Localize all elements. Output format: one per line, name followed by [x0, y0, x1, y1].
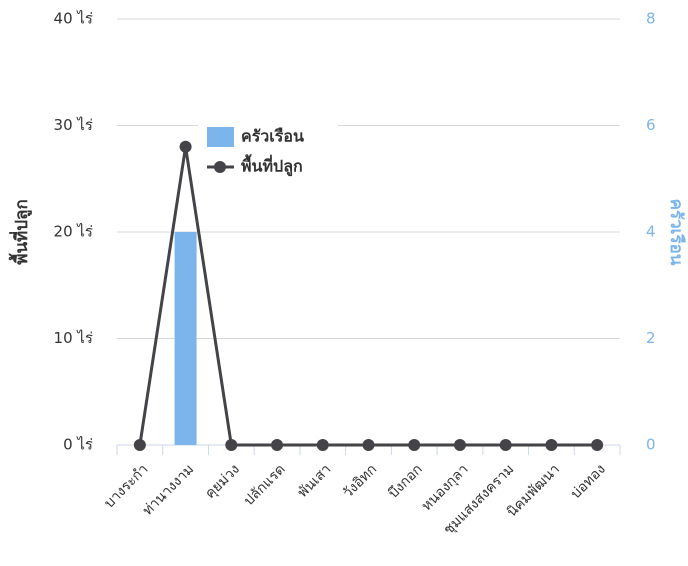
x-tick-label: บ่อทอง	[568, 461, 609, 502]
legend-label: พื้นที่ปลูก	[241, 154, 303, 178]
point	[271, 439, 284, 451]
point	[591, 439, 604, 451]
bar	[174, 232, 197, 445]
y-tick-label: 10 ไร่	[54, 329, 93, 347]
point	[453, 439, 466, 451]
point	[316, 439, 329, 451]
x-tick-label: คุยม่วง	[202, 461, 243, 502]
y2-tick-label: 4	[646, 223, 656, 241]
y2-tick-label: 2	[646, 329, 656, 347]
x-tick-label: บึงกอก	[386, 461, 426, 501]
y-tick-label: 0 ไร่	[63, 436, 93, 454]
legend-symbol	[214, 161, 226, 173]
point	[362, 439, 375, 451]
point	[133, 439, 146, 451]
x-tick-label: พันเสา	[295, 461, 335, 501]
y-tick-label: 30 ไร่	[54, 116, 93, 134]
x-tick-label: ปลักแรด	[241, 461, 289, 509]
point	[408, 439, 421, 451]
point	[499, 439, 512, 451]
point	[545, 439, 558, 451]
point	[225, 439, 238, 451]
y-tick-label: 40 ไร่	[54, 10, 93, 28]
legend-label: ครัวเรือน	[241, 127, 304, 146]
point	[179, 140, 192, 153]
y2-tick-label: 0	[646, 436, 656, 454]
legend-symbol	[207, 127, 234, 147]
line	[138, 146, 598, 447]
y-axis-title: พื้นที่ปลูก	[8, 199, 33, 265]
y2-tick-label: 6	[646, 116, 656, 134]
x-tick-label: วังอิทก	[340, 461, 380, 501]
y2-tick-label: 8	[646, 10, 656, 28]
y2-axis-title: ครัวเรือน	[666, 199, 687, 266]
y-tick-label: 20 ไร่	[54, 223, 93, 241]
